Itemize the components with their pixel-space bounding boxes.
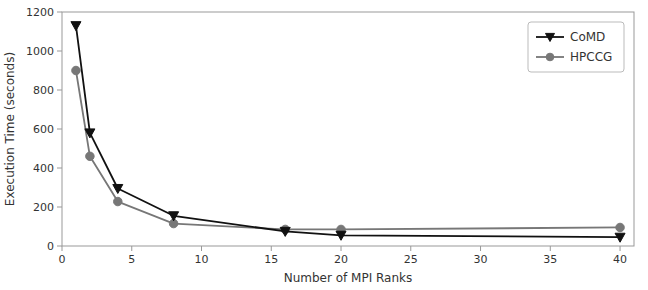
legend-label: HPCCG xyxy=(570,50,612,64)
y-tick-label: 800 xyxy=(33,84,54,97)
data-point xyxy=(615,233,625,242)
x-tick xyxy=(131,246,132,251)
data-area xyxy=(71,22,625,243)
x-tick-label: 5 xyxy=(128,253,135,266)
series-line xyxy=(76,71,620,230)
x-tick xyxy=(410,246,411,251)
y-tick xyxy=(57,12,62,13)
y-tick xyxy=(57,246,62,247)
y-tick xyxy=(57,51,62,52)
x-tick-label: 30 xyxy=(474,253,488,266)
data-point xyxy=(169,212,179,221)
y-tick xyxy=(57,90,62,91)
data-point xyxy=(71,22,81,31)
y-tick-label: 1200 xyxy=(26,6,54,19)
series xyxy=(71,22,625,243)
y-tick-label: 1000 xyxy=(26,45,54,58)
chart: 0510152025303540020040060080010001200Num… xyxy=(0,0,648,290)
legend-label: CoMD xyxy=(570,30,605,44)
x-tick xyxy=(271,246,272,251)
data-point xyxy=(72,66,81,75)
data-point xyxy=(113,184,123,193)
y-tick-label: 400 xyxy=(33,162,54,175)
data-point xyxy=(86,152,95,161)
legend-marker xyxy=(546,33,555,41)
plot-frame xyxy=(62,12,634,246)
y-tick xyxy=(57,129,62,130)
y-tick-label: 600 xyxy=(33,123,54,136)
data-point xyxy=(85,129,95,138)
x-tick xyxy=(62,246,63,251)
series-line xyxy=(76,26,620,238)
x-tick xyxy=(341,246,342,251)
y-tick-label: 200 xyxy=(33,201,54,214)
x-tick-label: 35 xyxy=(543,253,557,266)
x-axis-label: Number of MPI Ranks xyxy=(284,271,413,285)
y-tick-label: 0 xyxy=(47,240,54,253)
x-tick-label: 20 xyxy=(334,253,348,266)
x-tick-label: 40 xyxy=(613,253,627,266)
axes: 0510152025303540020040060080010001200Num… xyxy=(3,6,627,285)
y-tick xyxy=(57,207,62,208)
y-axis-label: Execution Time (seconds) xyxy=(3,52,17,206)
x-tick xyxy=(480,246,481,251)
data-point xyxy=(114,197,123,206)
legend-box xyxy=(528,22,624,72)
x-tick xyxy=(620,246,621,251)
x-tick xyxy=(550,246,551,251)
data-point xyxy=(336,231,346,240)
legend-marker xyxy=(546,53,554,61)
series xyxy=(72,66,625,233)
chart-container: 0510152025303540020040060080010001200Num… xyxy=(0,0,648,290)
x-tick xyxy=(201,246,202,251)
x-tick-label: 25 xyxy=(404,253,418,266)
y-tick xyxy=(57,168,62,169)
legend: CoMD HPCCG xyxy=(528,22,624,72)
x-tick-label: 0 xyxy=(59,253,66,266)
data-point xyxy=(280,227,290,236)
data-point xyxy=(616,223,625,232)
x-tick-label: 15 xyxy=(264,253,278,266)
x-tick-label: 10 xyxy=(195,253,209,266)
